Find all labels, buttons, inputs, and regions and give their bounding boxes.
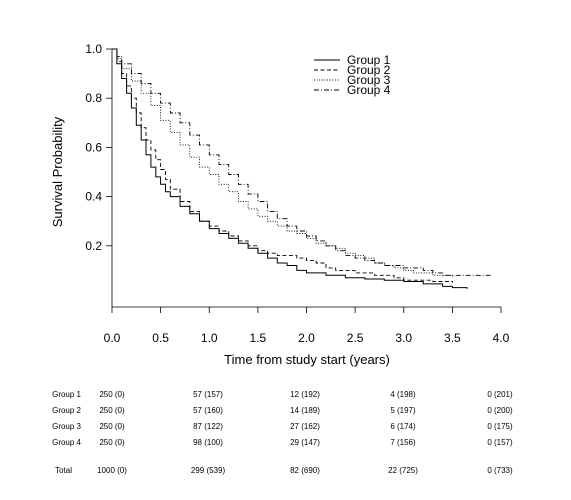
risk-cell: 12 (192) [290, 390, 320, 399]
x-axis-label: Time from study start (years) [224, 352, 390, 367]
legend-label-group-3: Group 3 [347, 73, 391, 87]
risk-cell: 98 (100) [193, 438, 223, 447]
risk-cell: 27 (162) [290, 422, 320, 431]
legend-label-group-2: Group 2 [347, 63, 391, 77]
legend-label-group-4: Group 4 [347, 83, 391, 97]
y-tick-label: 0.8 [85, 91, 102, 105]
risk-cell: 57 (160) [193, 406, 223, 415]
risk-row-label: Group 2 [52, 406, 81, 415]
y-tick-label: 1.0 [85, 42, 102, 56]
x-tick-label: 0.0 [104, 331, 121, 345]
risk-cell: 4 (198) [390, 390, 416, 399]
risk-cell: 7 (156) [390, 438, 416, 447]
y-tick-label: 0.2 [85, 239, 102, 253]
risk-cell: 6 (174) [390, 422, 416, 431]
y-tick-label: 0.6 [85, 140, 102, 154]
risk-cell: 0 (200) [487, 406, 513, 415]
risk-cell: 87 (122) [193, 422, 223, 431]
curve-group-3 [112, 48, 453, 277]
risk-cell: 250 (0) [99, 406, 125, 415]
x-tick-label: 0.5 [152, 331, 169, 345]
risk-total-cell: 0 (733) [487, 466, 513, 475]
risk-table: Group 1 250 (0) 57 (157) 12 (192) 4 (198) 0 (… [52, 390, 513, 475]
risk-cell: 14 (189) [290, 406, 320, 415]
risk-row-label: Group 1 [52, 390, 81, 399]
risk-cell: 5 (197) [390, 406, 416, 415]
y-axis-label: Survival Probability [50, 116, 65, 227]
x-tick-label: 2.0 [298, 331, 315, 345]
risk-cell: 250 (0) [99, 438, 125, 447]
risk-cell: 250 (0) [99, 390, 125, 399]
risk-total-cell: 82 (690) [290, 466, 320, 475]
axes: 0.2 0.4 0.6 0.8 1.0 0.0 0.5 1.0 1.5 2.0 2.5 3.0 3.5 4… [85, 42, 509, 345]
curve-group-2 [112, 48, 453, 283]
risk-cell: 0 (201) [487, 390, 513, 399]
legend-label-group-1: Group 1 [347, 53, 391, 67]
risk-cell: 29 (147) [290, 438, 320, 447]
curve-group-4 [112, 48, 492, 276]
x-tick-label: 1.0 [201, 331, 218, 345]
risk-total-cell: 299 (539) [191, 466, 226, 475]
y-tick-label: 0.4 [85, 190, 102, 204]
risk-cell: 0 (157) [487, 438, 513, 447]
x-tick-label: 2.5 [347, 331, 364, 345]
risk-cell: 250 (0) [99, 422, 125, 431]
risk-row-label: Group 3 [52, 422, 81, 431]
risk-cell: 0 (175) [487, 422, 513, 431]
curves [112, 48, 492, 289]
x-tick-label: 1.5 [250, 331, 267, 345]
risk-cell: 57 (157) [193, 390, 223, 399]
risk-total-label: Total [55, 466, 72, 475]
x-tick-label: 3.0 [395, 331, 412, 345]
x-tick-label: 3.5 [444, 331, 461, 345]
risk-row-label: Group 4 [52, 438, 81, 447]
risk-total-cell: 22 (725) [388, 466, 418, 475]
curve-group-1 [112, 48, 468, 289]
risk-total-cell: 1000 (0) [97, 466, 127, 475]
x-tick-label: 4.0 [493, 331, 510, 345]
